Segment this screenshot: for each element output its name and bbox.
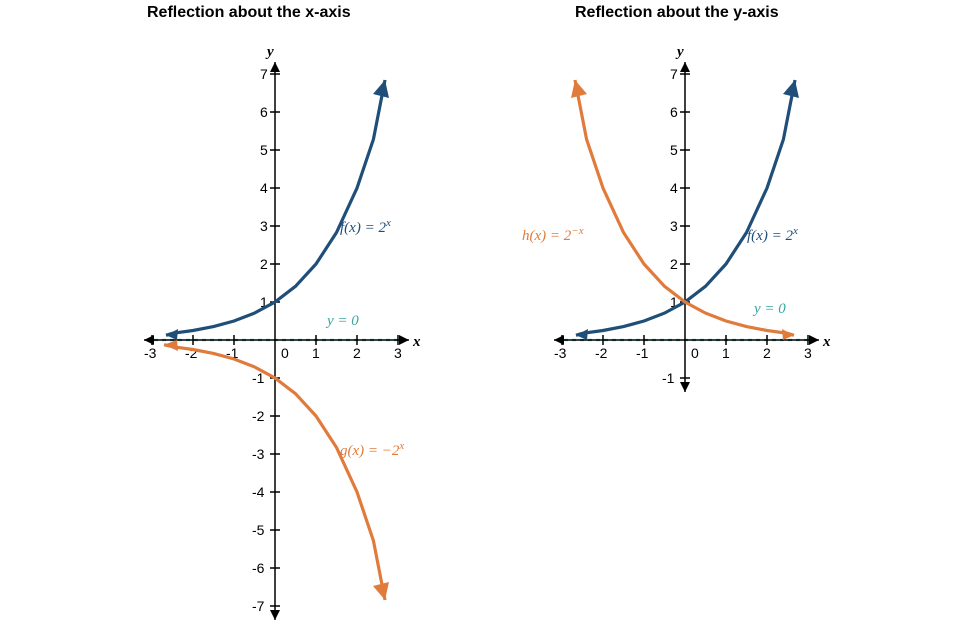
left-y-axis-arrow-up	[270, 62, 280, 72]
right-svg: -3 -2 -1 0 1 2 3 1 2 3 4 5 6 7 -1 x y	[480, 0, 975, 628]
right-ytick-2: 2	[670, 256, 678, 272]
left-ytick-6: 6	[260, 104, 268, 120]
left-asymptote-label: y = 0	[325, 313, 359, 329]
left-curve-f-arrow	[373, 80, 389, 98]
right-ytick-6: 6	[670, 104, 678, 120]
right-f-label: f(x) = 2x	[747, 225, 798, 244]
left-ytick--7: -7	[252, 598, 265, 614]
right-xtick-1: 1	[722, 345, 730, 361]
right-xtick-2: 2	[763, 345, 771, 361]
right-xtick-0: 0	[691, 345, 699, 361]
left-svg: -3 -2 -1 0 1 2 3 1 2 3 4 5 6 7 -1 -2	[0, 0, 480, 628]
left-curve-g-arrow-left	[164, 340, 178, 351]
left-xtick-2: 2	[353, 345, 361, 361]
left-y-label: y	[265, 44, 274, 60]
right-h-label: h(x) = 2−x	[522, 225, 584, 244]
right-ytick-5: 5	[670, 142, 678, 158]
right-panel: Reflection about the y-axis -3 -2 -1 0 1…	[480, 0, 975, 628]
left-ytick--3: -3	[252, 446, 265, 462]
left-x-axis-arrow-right	[399, 335, 409, 345]
right-ytick-4: 4	[670, 180, 678, 196]
right-asymptote-label: y = 0	[752, 301, 786, 317]
left-ytick--6: -6	[252, 560, 265, 576]
right-curve-f-arrow	[783, 80, 799, 98]
left-xtick-1: 1	[312, 345, 320, 361]
right-y-axis-arrow-up	[680, 62, 690, 72]
right-curve-f-arrow-left	[576, 329, 588, 340]
right-y-axis-arrow-down	[680, 382, 690, 392]
left-y-axis-arrow-down	[270, 610, 280, 620]
right-curve-h-arrow	[571, 80, 587, 98]
right-xtick--2: -2	[595, 345, 608, 361]
left-ytick-3: 3	[260, 218, 268, 234]
left-xtick-0: 0	[281, 345, 289, 361]
right-ytick--1: -1	[662, 370, 675, 386]
left-g-label: g(x) = −2x	[340, 440, 404, 459]
left-ytick-4: 4	[260, 180, 268, 196]
left-f-label: f(x) = 2x	[340, 217, 391, 236]
right-xtick-3: 3	[804, 345, 812, 361]
right-xtick--3: -3	[554, 345, 567, 361]
right-x-label: x	[822, 334, 831, 350]
left-curve-g-arrow	[373, 582, 389, 600]
right-xtick--1: -1	[636, 345, 649, 361]
left-ytick-2: 2	[260, 256, 268, 272]
right-curve-h-arrow-right	[782, 329, 794, 340]
left-x-label: x	[412, 334, 421, 350]
left-curve-f-arrow-left	[166, 329, 178, 340]
right-x-axis-arrow-right	[809, 335, 819, 345]
left-ytick--4: -4	[252, 484, 265, 500]
left-xtick-3: 3	[394, 345, 402, 361]
right-ytick-7: 7	[670, 66, 678, 82]
left-y-ticks-pos: 1 2 3 4 5 6 7	[260, 66, 280, 310]
right-ytick-3: 3	[670, 218, 678, 234]
left-xtick--3: -3	[144, 345, 157, 361]
left-ytick--5: -5	[252, 522, 265, 538]
left-panel: Reflection about the x-axis -3 -2 -1 0 1…	[0, 0, 480, 628]
left-y-ticks-neg: -1 -2 -3 -4 -5 -6 -7	[252, 370, 280, 614]
right-y-ticks-pos: 1 2 3 4 5 6 7 -1	[662, 66, 690, 386]
right-y-label: y	[675, 44, 684, 60]
left-ytick-5: 5	[260, 142, 268, 158]
chart-container: Reflection about the x-axis -3 -2 -1 0 1…	[0, 0, 975, 628]
left-ytick-7: 7	[260, 66, 268, 82]
left-ytick--2: -2	[252, 408, 265, 424]
